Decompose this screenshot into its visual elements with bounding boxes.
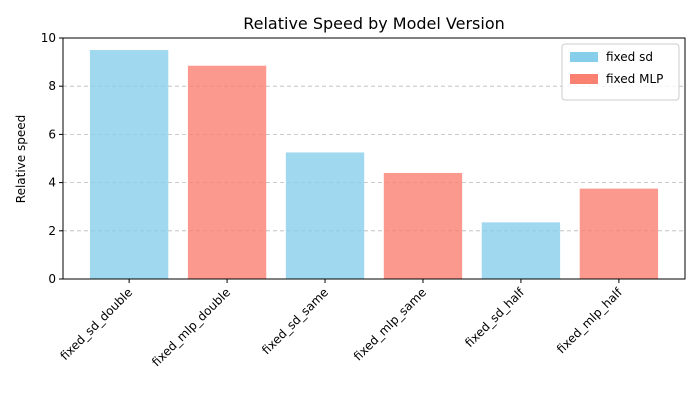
- x-tick-label: fixed_mlp_half: [554, 285, 626, 357]
- legend-swatch: [570, 52, 598, 62]
- legend: fixed sd fixed MLP: [561, 43, 680, 101]
- chart-title: Relative Speed by Model Version: [243, 14, 505, 33]
- x-tick-label: fixed_sd_same: [259, 285, 331, 357]
- x-tick-label: fixed_sd_double: [57, 285, 135, 363]
- y-tick-label: 6: [48, 127, 56, 141]
- bar: [383, 172, 463, 279]
- x-tick-label: fixed_mlp_double: [149, 285, 233, 369]
- y-tick-label: 0: [48, 272, 56, 286]
- bar: [89, 50, 169, 279]
- legend-label: fixed MLP: [606, 72, 663, 86]
- legend-swatch: [570, 74, 598, 84]
- y-tick-label: 4: [48, 176, 56, 190]
- bar: [187, 65, 267, 279]
- plot-frame: [62, 37, 686, 280]
- y-tick-label: 2: [48, 224, 56, 238]
- legend-label: fixed sd: [606, 50, 653, 64]
- bar: [579, 188, 659, 279]
- y-tick-label: 8: [48, 79, 56, 93]
- x-tick-label: fixed_mlp_same: [351, 285, 429, 363]
- y-axis-label: Relative speed: [14, 115, 28, 203]
- x-tick-label: fixed_sd_half: [462, 285, 527, 350]
- bar: [481, 222, 561, 279]
- bar: [285, 152, 365, 279]
- y-tick-label: 10: [41, 31, 56, 45]
